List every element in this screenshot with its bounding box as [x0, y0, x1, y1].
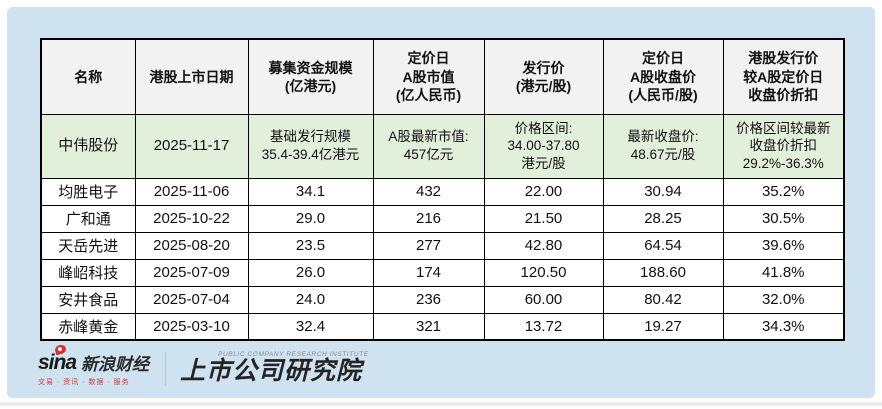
sina-tagline: 交易 · 资讯 · 数据 · 服务 — [38, 378, 130, 386]
header-a-share-close: 定价日 A股收盘价 (人民币/股) — [602, 38, 724, 115]
a-share-close-cell: 28.25 — [602, 204, 724, 233]
a-share-close-cell: 64.54 — [602, 231, 724, 260]
raise-size-cell: 32.4 — [247, 312, 374, 341]
institute-english-name: PUBLIC COMPANY RESEARCH INSTITUTE — [218, 351, 369, 358]
company-name-cell: 峰岹科技 — [40, 258, 136, 287]
highlight-row-zhongwei: 中伟股份 2025-11-17 基础发行规模 35.4-39.4亿港元 A股最新… — [40, 113, 845, 179]
a-share-mktcap-cell: A股最新市值: 457亿元 — [372, 113, 485, 179]
raise-size-cell: 23.5 — [247, 231, 374, 260]
table-row: 天岳先进 2025-08-20 23.5 277 42.80 64.54 39.… — [40, 231, 845, 260]
header-issue-price: 发行价 (港元/股) — [483, 38, 604, 115]
table-row: 赤峰黄金 2025-03-10 32.4 321 13.72 19.27 34.… — [40, 312, 845, 341]
header-name: 名称 — [40, 38, 136, 115]
bottom-edge-strip — [0, 401, 882, 406]
a-share-close-cell: 最新收盘价: 48.67元/股 — [602, 113, 724, 179]
discount-cell: 30.5% — [722, 204, 845, 233]
company-name-cell: 中伟股份 — [40, 113, 136, 179]
header-discount: 港股发行价 较A股定价日 收盘价折扣 — [722, 38, 845, 115]
issue-price-cell: 13.72 — [483, 312, 604, 341]
discount-cell: 价格区间较最新 收盘价折扣 29.2%-36.3% — [722, 113, 845, 179]
discount-cell: 35.2% — [722, 177, 845, 206]
discount-cell: 34.3% — [722, 312, 845, 341]
a-share-close-cell: 30.94 — [602, 177, 724, 206]
a-share-close-cell: 19.27 — [602, 312, 724, 341]
raise-size-cell: 24.0 — [247, 285, 374, 314]
listing-date-cell: 2025-11-06 — [134, 177, 249, 206]
sina-finance-logo: sina 新浪财经 交易 · 资讯 · 数据 · 服务 — [38, 343, 150, 387]
a-share-mktcap-cell: 216 — [372, 204, 485, 233]
table-row: 广和通 2025-10-22 29.0 216 21.50 28.25 30.5… — [40, 204, 845, 233]
raise-size-cell: 26.0 — [247, 258, 374, 287]
a-share-mktcap-cell: 432 — [372, 177, 485, 206]
company-name-cell: 安井食品 — [40, 285, 136, 314]
header-a-share-mktcap: 定价日 A股市值 (亿人民币) — [372, 38, 485, 115]
issue-price-cell: 21.50 — [483, 204, 604, 233]
listing-date-cell: 2025-10-22 — [134, 204, 249, 233]
company-name-cell: 天岳先进 — [40, 231, 136, 260]
discount-cell: 32.0% — [722, 285, 845, 314]
a-share-close-cell: 80.42 — [602, 285, 724, 314]
institute-chinese-name: 上市公司研究院 — [180, 357, 363, 385]
issue-price-cell: 价格区间: 34.00-37.80 港元/股 — [483, 113, 604, 179]
discount-cell: 41.8% — [722, 258, 845, 287]
listing-date-cell: 2025-11-17 — [134, 113, 249, 179]
listing-date-cell: 2025-07-09 — [134, 258, 249, 287]
company-name-cell: 均胜电子 — [40, 177, 136, 206]
research-institute-logo: PUBLIC COMPANY RESEARCH INSTITUTE 上市公司研究… — [180, 351, 369, 388]
company-name-cell: 广和通 — [40, 204, 136, 233]
table-row: 均胜电子 2025-11-06 34.1 432 22.00 30.94 35.… — [40, 177, 845, 206]
header-raise-size: 募集资金规模 (亿港元) — [247, 38, 374, 115]
a-share-mktcap-cell: 277 — [372, 231, 485, 260]
a-share-mktcap-cell: 321 — [372, 312, 485, 341]
header-listing-date: 港股上市日期 — [134, 38, 249, 115]
sina-wordmark: sina — [38, 350, 77, 374]
raise-size-cell: 29.0 — [247, 204, 374, 233]
a-share-mktcap-cell: 174 — [372, 258, 485, 287]
header-row: 名称 港股上市日期 募集资金规模 (亿港元) 定价日 A股市值 (亿人民币) 发… — [40, 38, 845, 115]
footer-branding: sina 新浪财经 交易 · 资讯 · 数据 · 服务 PUBLIC COMPA… — [38, 343, 369, 388]
discount-cell: 39.6% — [722, 231, 845, 260]
listing-date-cell: 2025-07-04 — [134, 285, 249, 314]
issue-price-cell: 42.80 — [483, 231, 604, 260]
issue-price-cell: 120.50 — [483, 258, 604, 287]
company-name-cell: 赤峰黄金 — [40, 312, 136, 341]
issue-price-cell: 22.00 — [483, 177, 604, 206]
a-share-close-cell: 188.60 — [602, 258, 724, 287]
sina-finance-brand-text: 新浪财经 — [81, 354, 150, 374]
hk-listing-comparison-table: 名称 港股上市日期 募集资金规模 (亿港元) 定价日 A股市值 (亿人民币) 发… — [40, 38, 845, 341]
raise-size-cell: 基础发行规模 35.4-39.4亿港元 — [247, 113, 374, 179]
listing-date-cell: 2025-03-10 — [134, 312, 249, 341]
logo-divider — [165, 352, 167, 387]
raise-size-cell: 34.1 — [247, 177, 374, 206]
listing-date-cell: 2025-08-20 — [134, 231, 249, 260]
table-row: 峰岹科技 2025-07-09 26.0 174 120.50 188.60 4… — [40, 258, 845, 287]
issue-price-cell: 60.00 — [483, 285, 604, 314]
table-row: 安井食品 2025-07-04 24.0 236 60.00 80.42 32.… — [40, 285, 845, 314]
a-share-mktcap-cell: 236 — [372, 285, 485, 314]
